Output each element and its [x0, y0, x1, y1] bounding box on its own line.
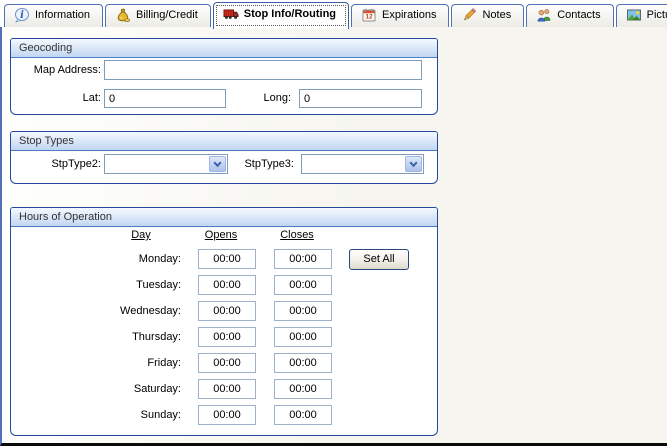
contacts-icon — [536, 7, 552, 23]
day-column-header: Day — [131, 229, 151, 241]
day-label-monday: Monday: — [138, 253, 181, 265]
stop-types-group-title: Stop Types — [11, 132, 437, 151]
stptype2-select[interactable] — [104, 154, 228, 174]
tab-contacts[interactable]: Contacts — [526, 4, 614, 27]
day-label-sunday: Sunday: — [140, 409, 181, 421]
closes-input-monday[interactable] — [274, 249, 332, 269]
long-input[interactable] — [299, 89, 422, 108]
closes-column-header: Closes — [280, 229, 314, 241]
stop-types-group: Stop Types StpType2: StpType3: — [10, 131, 438, 184]
chevron-down-icon[interactable] — [209, 156, 226, 172]
long-label: Long: — [263, 92, 291, 104]
calendar-icon: 12 — [361, 7, 377, 23]
closes-input-wednesday[interactable] — [274, 301, 332, 321]
tab-label: Contacts — [557, 9, 601, 21]
closes-input-tuesday[interactable] — [274, 275, 332, 295]
tab-notes[interactable]: Notes — [451, 4, 525, 27]
tab-label: Stop Info/Routing — [243, 8, 337, 20]
tab-label: Information — [35, 9, 91, 21]
lat-label: Lat: — [82, 92, 101, 104]
opens-input-monday[interactable] — [198, 249, 256, 269]
set-all-button[interactable]: Set All — [349, 249, 409, 270]
tab-expirations[interactable]: 12 Expirations — [351, 4, 450, 27]
lat-input[interactable] — [104, 89, 226, 108]
truck-icon — [223, 6, 239, 22]
svg-text:12: 12 — [365, 14, 373, 21]
opens-column-header: Opens — [204, 229, 238, 241]
tab-content-panel: Geocoding Map Address: Lat: Long: Stop T… — [0, 25, 667, 446]
tab-label: Notes — [482, 9, 512, 21]
money-bag-icon — [115, 7, 131, 23]
tab-label: Picture — [646, 9, 667, 21]
closes-input-friday[interactable] — [274, 353, 332, 373]
opens-input-wednesday[interactable] — [198, 301, 256, 321]
tab-picture[interactable]: Picture — [615, 4, 667, 27]
day-label-saturday: Saturday: — [133, 383, 181, 395]
day-label-tuesday: Tuesday: — [136, 279, 181, 291]
tab-billing-credit[interactable]: Billing/Credit — [105, 4, 211, 27]
tab-information[interactable]: i Information — [4, 4, 104, 27]
closes-input-sunday[interactable] — [274, 405, 332, 425]
day-label-friday: Friday: — [147, 357, 181, 369]
hours-of-operation-group: Hours of Operation Day Opens Closes Mond… — [10, 207, 438, 436]
tab-label: Expirations — [382, 9, 437, 21]
stptype2-label: StpType2: — [51, 158, 101, 170]
chevron-down-icon[interactable] — [405, 156, 422, 172]
pencil-icon — [461, 7, 477, 23]
hours-group-title: Hours of Operation — [11, 208, 437, 227]
map-address-input[interactable] — [104, 60, 422, 80]
opens-input-tuesday[interactable] — [198, 275, 256, 295]
opens-input-saturday[interactable] — [198, 379, 256, 399]
opens-input-sunday[interactable] — [198, 405, 256, 425]
geocoding-group: Geocoding Map Address: Lat: Long: — [10, 38, 438, 115]
info-icon: i — [14, 7, 30, 23]
map-address-label: Map Address: — [33, 64, 101, 76]
tab-bar: i Information Billing/Credit — [0, 0, 667, 29]
stptype3-select[interactable] — [301, 154, 424, 174]
closes-input-thursday[interactable] — [274, 327, 332, 347]
geocoding-group-title: Geocoding — [11, 39, 437, 58]
tab-label: Billing/Credit — [136, 9, 198, 21]
svg-text:i: i — [20, 10, 24, 21]
day-label-thursday: Thursday: — [132, 331, 181, 343]
stptype3-label: StpType3: — [244, 158, 294, 170]
opens-input-thursday[interactable] — [198, 327, 256, 347]
tab-stop-info-routing[interactable]: Stop Info/Routing — [212, 2, 350, 29]
day-label-wednesday: Wednesday: — [120, 305, 181, 317]
closes-input-saturday[interactable] — [274, 379, 332, 399]
opens-input-friday[interactable] — [198, 353, 256, 373]
picture-icon — [626, 7, 642, 23]
